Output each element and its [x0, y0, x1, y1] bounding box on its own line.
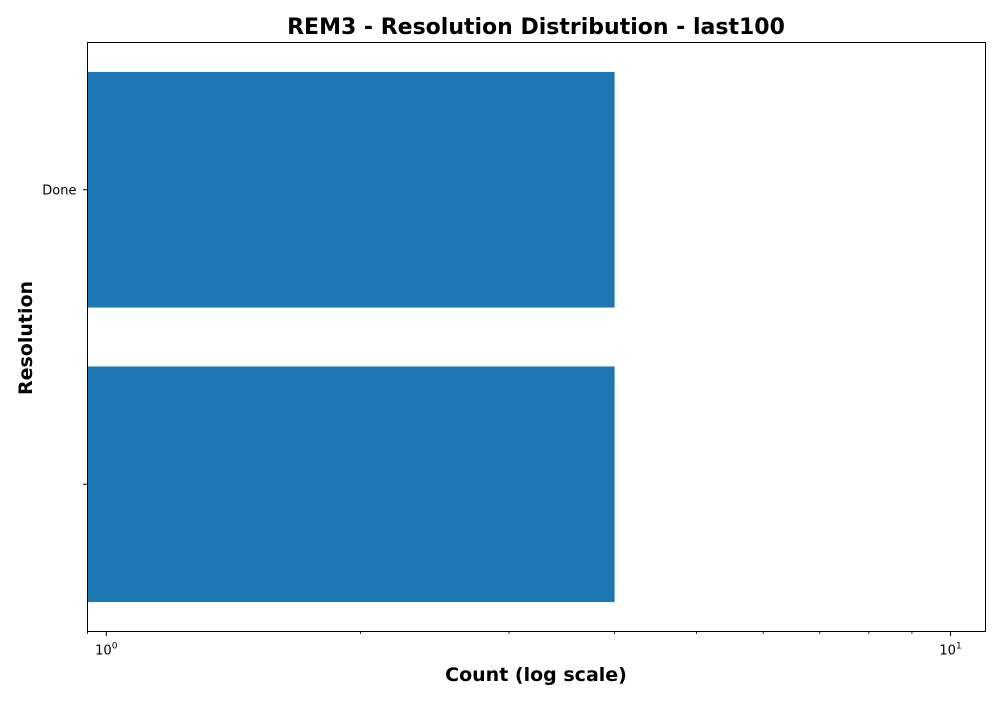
x-axis-ticks: 100 101 [87, 631, 962, 659]
y-axis-ticks: Done [42, 183, 88, 485]
bar [87, 366, 615, 603]
bars-group [87, 71, 615, 603]
x-axis-label: Count (log scale) [445, 664, 627, 686]
chart-title: REM3 - Resolution Distribution - last100 [287, 15, 785, 40]
x-tick-label: 100 [95, 642, 118, 659]
y-tick-label: Done [42, 183, 76, 198]
y-axis-label: Resolution [15, 281, 37, 395]
x-tick-label: 101 [939, 642, 961, 659]
plot-area-frame [87, 42, 986, 632]
bar [87, 71, 615, 308]
